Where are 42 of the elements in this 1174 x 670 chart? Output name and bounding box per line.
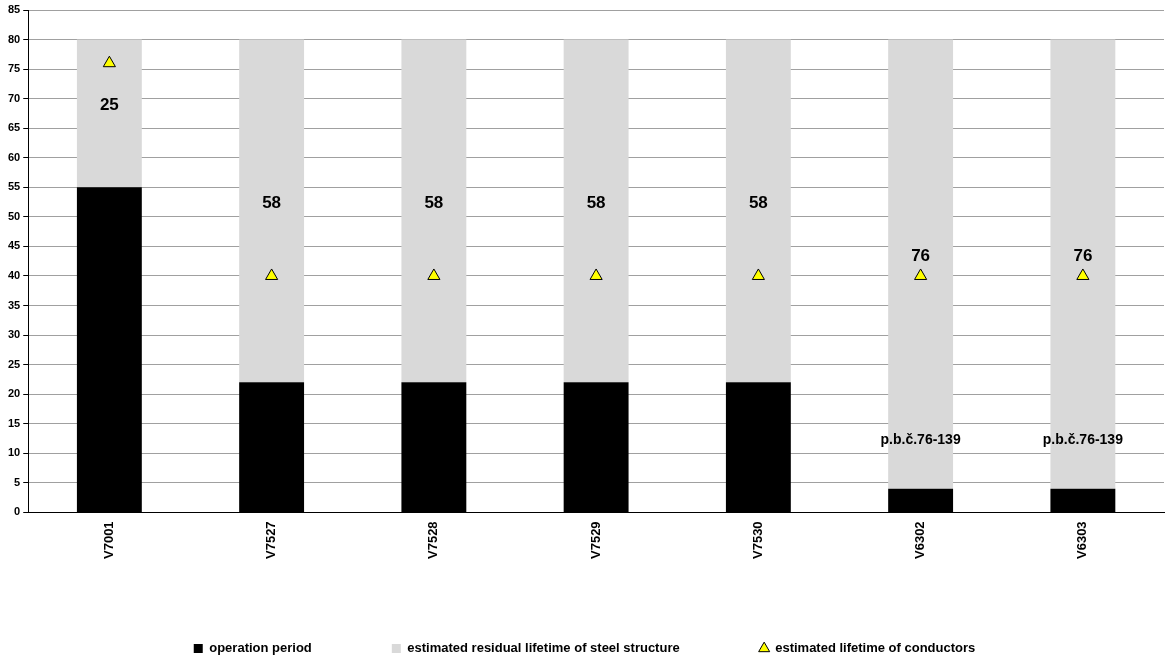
data-label: 58 (424, 192, 444, 212)
bar (76, 39, 142, 188)
y-tick-label: 60 (7, 150, 21, 163)
annotation: p.b.č.76-139 (1042, 431, 1124, 448)
legend-label: estimated lifetime of conductors (775, 640, 976, 656)
y-tick-label: 70 (7, 91, 21, 104)
y-tick-label: 55 (7, 180, 21, 193)
y-tick-label: 85 (7, 3, 21, 16)
bar (401, 39, 467, 383)
y-tick-label: 40 (7, 269, 21, 282)
x-tick-label: V6303 (1074, 521, 1090, 559)
x-tick-label: V7529 (587, 521, 603, 559)
data-label: 58 (262, 192, 282, 212)
bar (239, 39, 305, 383)
legend-label: operation period (209, 640, 312, 656)
x-tick-label: V7527 (263, 521, 279, 559)
y-tick-label: 20 (7, 387, 21, 400)
y-tick-label: 45 (7, 239, 21, 252)
data-label: 76 (911, 245, 931, 265)
y-tick-label: 65 (7, 121, 21, 134)
x-tick-label: V7528 (425, 521, 441, 559)
y-tick-label: 5 (14, 475, 21, 488)
y-tick-label: 0 (14, 505, 21, 518)
data-label: 76 (1073, 245, 1093, 265)
y-tick-label: 30 (7, 328, 21, 341)
bar (563, 39, 629, 383)
data-label: 58 (586, 192, 606, 212)
x-tick-label: V6302 (912, 521, 928, 559)
x-tick-label: V7001 (100, 521, 116, 559)
x-tick-label: V7530 (749, 521, 765, 559)
y-tick-label: 10 (7, 446, 21, 459)
annotation: p.b.č.76-139 (880, 431, 961, 448)
y-tick-label: 25 (7, 357, 21, 370)
y-tick-label: 15 (7, 416, 21, 429)
data-label: 58 (748, 192, 768, 212)
data-label: 25 (99, 95, 119, 115)
y-tick-label: 80 (7, 32, 21, 45)
y-tick-label: 50 (7, 209, 21, 222)
legend-label: estimated residual lifetime of steel structure (407, 640, 680, 656)
y-tick-label: 75 (7, 62, 21, 75)
bar (725, 39, 791, 383)
y-tick-label: 35 (7, 298, 21, 311)
